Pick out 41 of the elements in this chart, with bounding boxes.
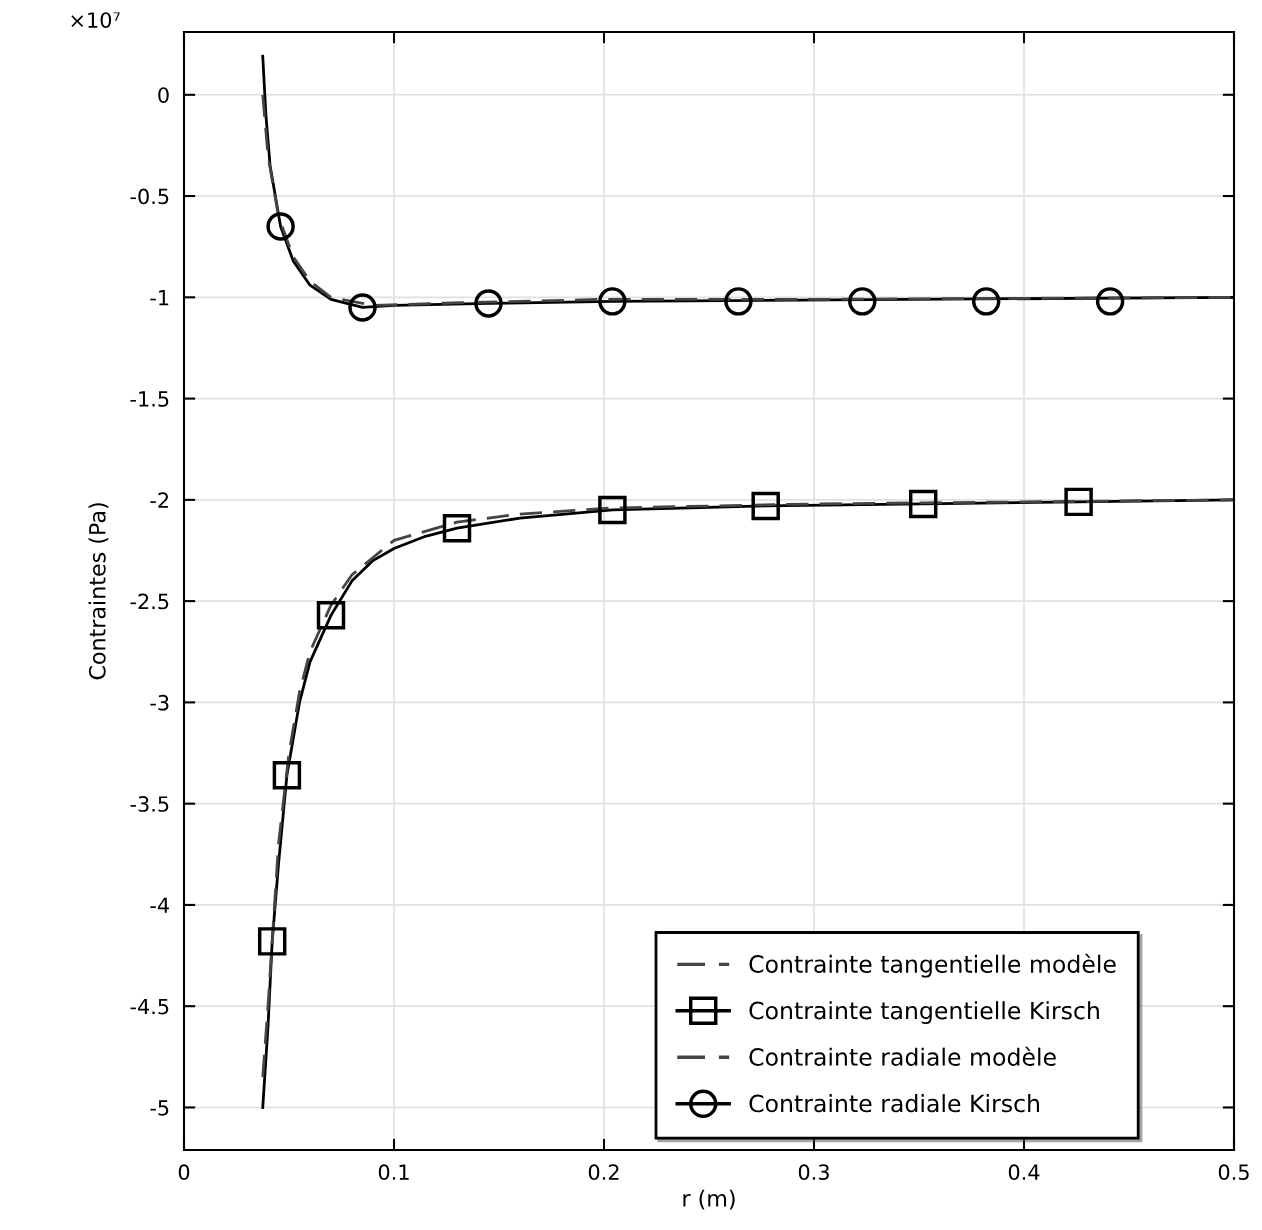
x-tick-label: 0.1 [378, 1164, 409, 1181]
y-tick-label: -2 [150, 492, 169, 508]
legend-label: Contrainte radiale modèle [749, 1046, 1056, 1066]
point [257, 927, 287, 956]
x-tick-label: 0.2 [588, 1164, 619, 1181]
y-tick-label: -4.5 [130, 998, 169, 1015]
legend-label: Contrainte tangentielle modèle [749, 953, 1116, 978]
y-tick-label: -0.5 [130, 188, 169, 205]
point [751, 491, 780, 521]
x-tick-label: 0.5 [1218, 1164, 1249, 1181]
point [848, 287, 877, 316]
x-tick-label: 0.4 [1008, 1164, 1040, 1181]
y-tick-label: -1 [150, 290, 169, 306]
x-tick-label: 0.3 [798, 1164, 829, 1181]
point [971, 287, 1001, 316]
point [1095, 287, 1125, 316]
point [908, 489, 938, 519]
y-tick-label: 0 [158, 87, 169, 103]
y-tick-label: -3.5 [130, 796, 169, 812]
point [316, 601, 346, 630]
legend-label: Contrainte tangentielle Kirsch [749, 1001, 1099, 1025]
point [442, 513, 472, 543]
point [272, 761, 302, 790]
point [724, 287, 753, 316]
x-axis-title: r (m) [683, 1189, 735, 1210]
line-series [261, 93, 1234, 307]
point [598, 495, 627, 525]
point [266, 212, 295, 241]
point [348, 293, 377, 322]
point [598, 287, 627, 316]
y-tick-label: -4 [150, 897, 169, 913]
x-tick-label: 0 [178, 1164, 190, 1181]
legend-label: Contrainte radiale Kirsch [749, 1094, 1040, 1113]
y-tick-label: -5 [150, 1100, 169, 1116]
point [1064, 487, 1093, 517]
y-tick-label: -1.5 [130, 391, 169, 407]
text: ×10⁷ [71, 12, 120, 28]
point [474, 289, 503, 318]
y-axis-title: Contraintes (Pa) [88, 503, 109, 680]
y-tick-label: -2.5 [130, 593, 169, 610]
y-tick-label: -3 [150, 694, 169, 711]
